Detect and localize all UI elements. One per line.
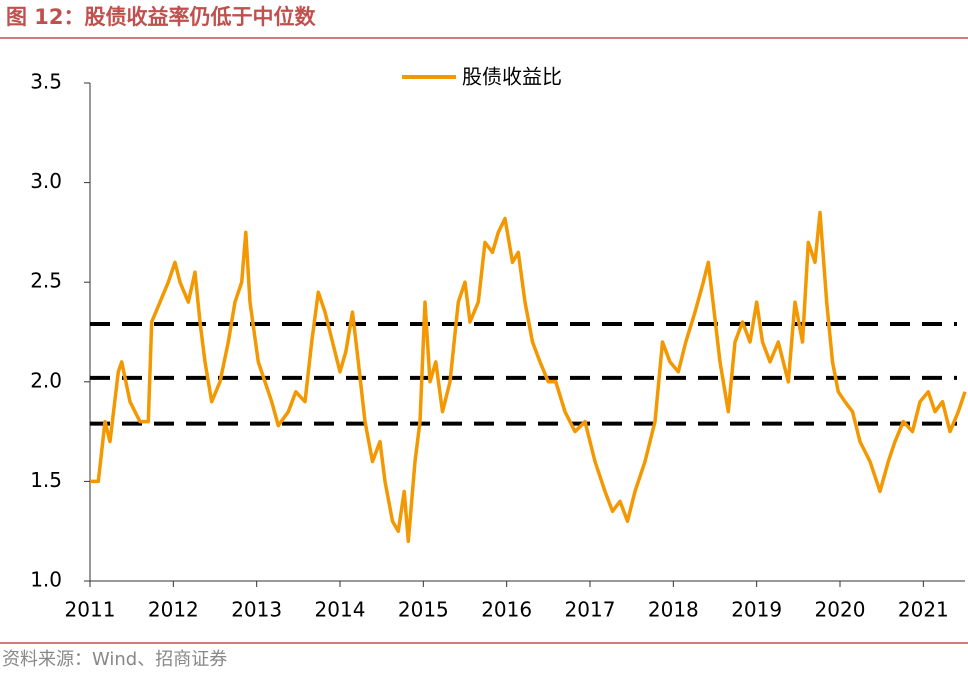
source: 资料来源：Wind、招商证券 (2, 649, 227, 670)
x-tick-label: 2011 (65, 598, 116, 622)
x-tick-label: 2012 (148, 598, 199, 622)
x-tick-label: 2016 (481, 598, 532, 622)
y-tick-label: 1.5 (30, 468, 62, 492)
y-tick-label: 3.0 (30, 169, 62, 193)
x-tick-label: 2017 (565, 598, 616, 622)
chart-title: 图 12：股债收益率仍低于中位数 (6, 5, 317, 29)
x-tick-label: 2014 (315, 598, 366, 622)
x-tick-label: 2015 (398, 598, 449, 622)
x-tick-label: 2013 (231, 598, 282, 622)
y-tick-label: 3.5 (30, 70, 62, 94)
legend-label: 股债收益比 (462, 65, 562, 89)
y-tick-label: 2.0 (30, 368, 62, 392)
series-line (90, 210, 967, 543)
x-tick-label: 2018 (648, 598, 699, 622)
x-tick-label: 2019 (731, 598, 782, 622)
y-tick-label: 2.5 (30, 269, 62, 293)
x-tick-label: 2021 (898, 598, 949, 622)
y-tick-label: 1.0 (30, 568, 62, 592)
x-tick-label: 2020 (815, 598, 866, 622)
